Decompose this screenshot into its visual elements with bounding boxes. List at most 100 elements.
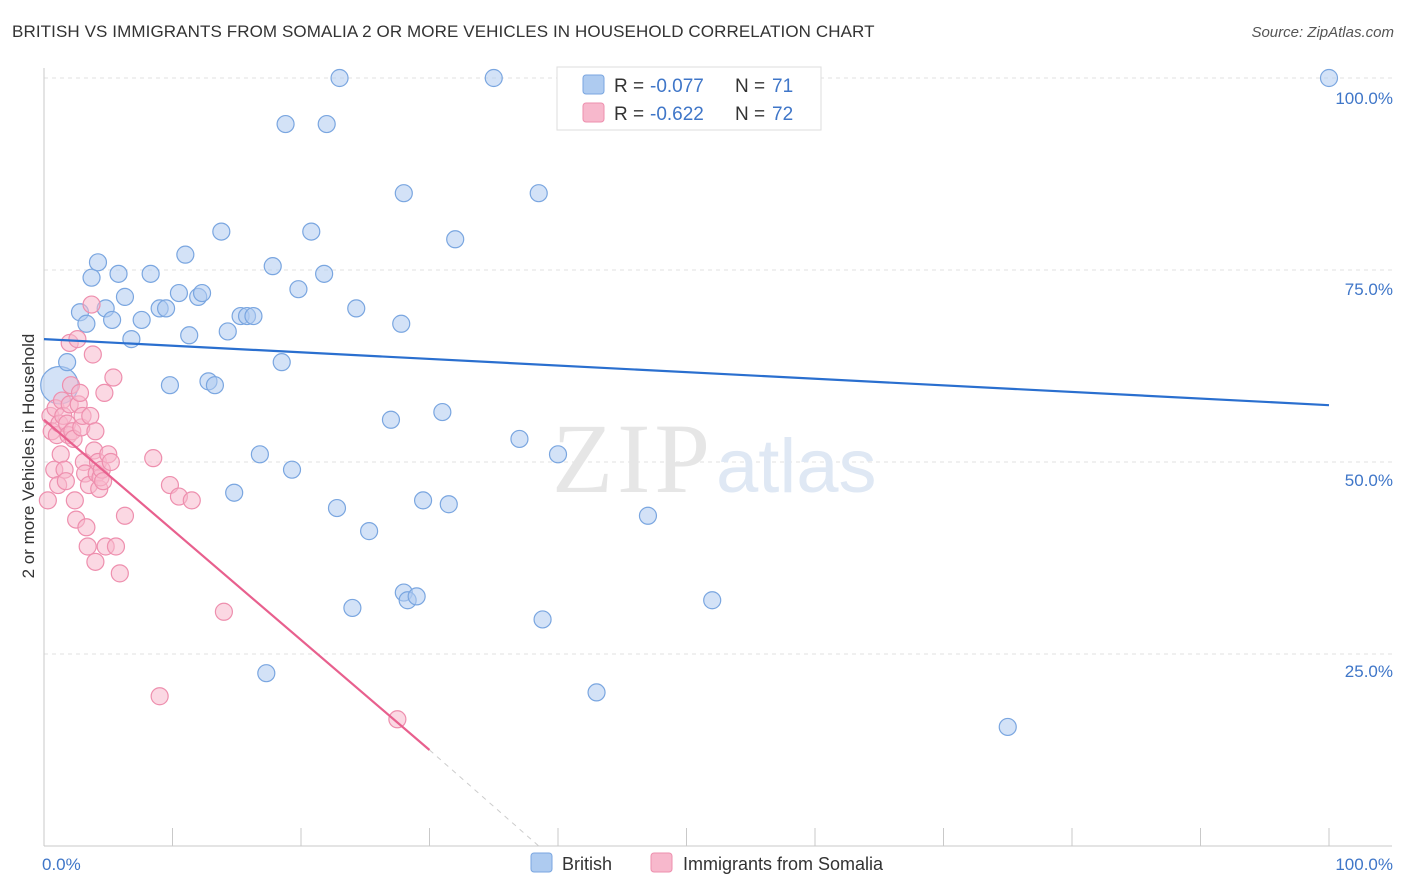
british-point [703,591,722,610]
british-point [381,410,401,429]
british-point [289,280,308,299]
x-axis-ticks [172,828,1330,846]
stats-british-n-value: 71 [772,76,793,97]
british-point [638,506,658,525]
somalia-point [81,406,100,426]
y-tick-label-50: 50.0% [1345,471,1393,490]
y-tick-label-75: 75.0% [1345,280,1393,299]
british-point [343,598,362,618]
legend-somalia-label: Immigrants from Somalia [683,854,884,874]
chart-title: BRITISH VS IMMIGRANTS FROM SOMALIA 2 OR … [12,22,875,41]
somalia-point [104,368,123,387]
trend-lines [43,338,1330,847]
british-point [439,495,458,514]
somalia-point [115,506,135,525]
source-credit: Source: ZipAtlas.com [1251,24,1394,41]
somalia-point [106,537,126,556]
somalia-point [144,449,163,468]
somalia-point [182,491,201,510]
british-point [446,230,465,249]
stats-somalia-n-label: N = [735,104,765,125]
british-point [115,287,135,306]
british-point [276,114,295,134]
y-axis-label: 2 or more Vehicles in Household [19,334,38,579]
stats-somalia-swatch [582,102,605,123]
x-tick-label-0: 0.0% [42,855,81,874]
somalia-point [101,452,120,472]
somalia-point [70,383,90,402]
somalia-point [94,472,113,491]
british-point [433,402,452,422]
y-tick-label-100: 100.0% [1335,89,1393,108]
british-point [77,314,96,333]
british-point [244,306,263,326]
british-point [315,264,334,283]
british-point [58,353,77,372]
british-point [156,299,176,318]
british-point [282,460,302,479]
british-point [302,222,321,241]
british-point [169,283,189,303]
british-point [192,283,212,303]
watermark-atlas: atlas [716,424,877,509]
british-point [272,353,291,372]
british-point [88,253,108,272]
somalia-point [388,710,407,729]
british-point [141,264,160,283]
somalia-point [56,472,75,491]
british-point [132,310,151,330]
somalia-point [77,518,96,537]
stats-british-swatch [582,74,605,95]
x-tick-label-100: 100.0% [1335,855,1393,874]
british-point [82,268,101,287]
stats-british-n-label: N = [735,76,765,97]
british-point [392,314,411,333]
somalia-point [86,422,105,441]
british-point [407,587,426,606]
somalia-point [214,602,233,621]
british-point [225,483,244,502]
stats-british-r-label: R = [614,76,644,97]
british-point [330,68,349,88]
british-point [413,491,433,510]
british-point [103,310,122,330]
y-tick-label-25: 25.0% [1345,662,1393,681]
somalia-point [86,552,105,571]
watermark-zip: ZIP [552,403,714,514]
british-point [548,445,568,464]
british-point [212,222,231,241]
british-point [510,429,529,449]
british-point [587,683,606,702]
british-point [205,376,225,395]
british-points [40,68,1339,737]
somalia-point [110,564,129,583]
british-point [1319,68,1339,88]
stats-legend: R = -0.077 N = 71 R = -0.622 N = 72 [556,66,822,131]
stats-somalia-r-label: R = [614,104,644,125]
british-trend-line [43,338,1330,407]
british-point [529,184,548,203]
somalia-trend-extension [429,749,540,847]
british-point [533,610,552,629]
somalia-point [83,345,102,364]
british-point [327,498,347,518]
somalia-point [51,445,70,464]
stats-somalia-r-value: -0.622 [650,104,704,125]
british-point [218,322,237,341]
stats-british-r-value: -0.077 [650,76,704,97]
somalia-point [65,491,84,510]
somalia-point [150,687,169,706]
somalia-point [95,383,114,402]
british-point [160,376,180,395]
british-point [394,184,413,203]
british-point [180,326,199,345]
british-point [109,264,128,283]
british-point [122,330,141,349]
british-point [998,717,1017,737]
legend-somalia-swatch [650,852,673,873]
british-point [176,245,195,264]
british-point [317,114,336,134]
somalia-points [38,295,407,729]
british-point [484,68,503,88]
